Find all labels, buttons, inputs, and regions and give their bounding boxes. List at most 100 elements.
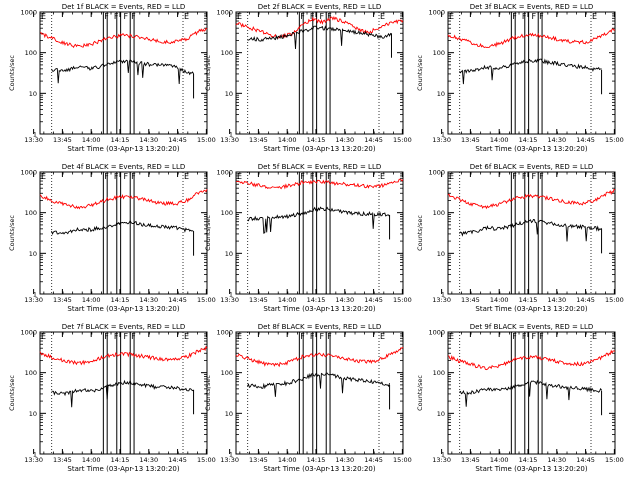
events-series-line — [459, 218, 602, 242]
y-tick-label: 1 — [441, 291, 445, 299]
x-tick-label: 14:30 — [547, 136, 566, 144]
y-tick-label: 100 — [433, 209, 445, 217]
event-marker-label: F — [532, 332, 537, 341]
x-tick-label: 14:00 — [490, 136, 509, 144]
y-tick-label: 100 — [25, 49, 37, 57]
events-series-line — [51, 379, 194, 408]
x-tick-label: 14:45 — [168, 456, 187, 464]
x-tick-label: 14:15 — [519, 456, 538, 464]
event-marker-label: F — [124, 12, 129, 21]
y-tick-label: 1000 — [216, 169, 233, 177]
plot-panel-8: Det 8f BLACK = Events, RED = LLD Counts/s… — [204, 323, 412, 473]
x-axis-label: Start Time (03-Apr-13 13:20:20) — [475, 465, 587, 473]
y-tick-label: 100 — [221, 49, 233, 57]
y-axis-label: Counts/sec — [8, 375, 16, 411]
event-marker-label: F — [327, 332, 332, 341]
x-tick-label: 14:30 — [139, 136, 158, 144]
y-tick-label: 1 — [441, 131, 445, 139]
y-tick-label: 10 — [29, 410, 37, 418]
y-tick-label: 1000 — [428, 329, 445, 337]
plot-frame — [39, 171, 208, 295]
x-tick-label: 13:45 — [53, 136, 72, 144]
y-tick-label: 10 — [437, 90, 445, 98]
x-tick-label: 15:00 — [197, 136, 216, 144]
y-axis-label: Counts/sec — [416, 215, 424, 251]
y-axis-label: Counts/sec — [8, 215, 16, 251]
x-axis-label: Start Time (03-Apr-13 13:20:20) — [67, 465, 179, 473]
plot-title: Det 2f BLACK = Events, RED = LLD — [258, 3, 381, 11]
y-tick-label: 100 — [25, 209, 37, 217]
plot-panel-5: Det 5f BLACK = Events, RED = LLD Counts/s… — [204, 163, 412, 313]
x-tick-label: 14:15 — [307, 296, 326, 304]
lld-series-line — [447, 349, 616, 371]
plot-panel-7: Det 7f BLACK = Events, RED = LLD Counts/s… — [8, 323, 216, 473]
event-marker-label: F — [300, 332, 305, 341]
events-series-line — [459, 379, 602, 407]
plot-panel-6: Det 6f BLACK = Events, RED = LLD Counts/s… — [416, 163, 624, 313]
y-tick-label: 10 — [225, 410, 233, 418]
event-marker-label: F — [327, 172, 332, 181]
y-tick-label: 100 — [221, 369, 233, 377]
x-tick-label: 15:00 — [393, 456, 412, 464]
event-marker-label: F — [104, 12, 109, 21]
x-tick-label: 13:45 — [53, 456, 72, 464]
x-tick-label: 14:30 — [139, 456, 158, 464]
lld-series-line — [235, 346, 404, 368]
y-tick-label: 10 — [225, 90, 233, 98]
plot-panel-2: Det 2f BLACK = Events, RED = LLD Counts/s… — [204, 3, 412, 153]
x-tick-label: 15:00 — [197, 456, 216, 464]
x-tick-label: 14:30 — [547, 456, 566, 464]
x-tick-label: 14:00 — [278, 136, 297, 144]
y-tick-label: 10 — [29, 250, 37, 258]
lld-series-line — [236, 178, 404, 190]
x-tick-label: 15:00 — [197, 296, 216, 304]
x-tick-label: 14:15 — [111, 136, 130, 144]
event-marker-label: E — [237, 332, 242, 341]
x-tick-label: 15:00 — [393, 136, 412, 144]
event-marker-label: F — [522, 172, 527, 181]
event-marker-label: F — [532, 172, 537, 181]
event-marker-label: F — [131, 172, 136, 181]
event-marker-label: F — [114, 12, 119, 21]
x-tick-label: 14:15 — [111, 456, 130, 464]
lld-series-line — [447, 28, 616, 49]
x-tick-label: 13:45 — [249, 136, 268, 144]
x-tick-label: 14:00 — [82, 296, 101, 304]
y-axis-label: Counts/sec — [204, 215, 212, 251]
y-tick-label: 1000 — [20, 329, 37, 337]
x-tick-label: 14:45 — [168, 136, 187, 144]
plot-frame — [447, 331, 616, 455]
lld-series-line — [447, 188, 616, 210]
event-marker-label: E — [449, 332, 454, 341]
y-tick-label: 100 — [221, 209, 233, 217]
plot-title: Det 5f BLACK = Events, RED = LLD — [258, 163, 381, 171]
x-axis-label: Start Time (03-Apr-13 13:20:20) — [67, 305, 179, 313]
y-tick-label: 10 — [437, 410, 445, 418]
y-axis-label: Counts/sec — [204, 375, 212, 411]
event-marker-label: F — [114, 172, 119, 181]
event-marker-label: F — [124, 332, 129, 341]
events-series-line — [247, 372, 391, 397]
x-tick-label: 13:45 — [461, 296, 480, 304]
x-tick-label: 14:15 — [307, 456, 326, 464]
event-marker-label: F — [539, 332, 544, 341]
y-tick-label: 1000 — [428, 169, 445, 177]
event-marker-label: E — [184, 172, 189, 181]
y-tick-label: 1 — [33, 131, 37, 139]
x-tick-label: 14:00 — [490, 296, 509, 304]
x-tick-label: 14:30 — [547, 296, 566, 304]
x-tick-label: 15:00 — [605, 456, 624, 464]
events-series-line — [459, 58, 602, 85]
event-marker-label: F — [124, 172, 129, 181]
x-tick-label: 14:45 — [364, 456, 383, 464]
plot-frame — [39, 11, 208, 135]
plot-title: Det 9f BLACK = Events, RED = LLD — [470, 323, 593, 331]
x-tick-label: 14:45 — [364, 296, 383, 304]
plot-panel-1: Det 1f BLACK = Events, RED = LLD Counts/s… — [8, 3, 216, 153]
y-tick-label: 1000 — [20, 169, 37, 177]
lld-series-line — [40, 27, 208, 49]
y-tick-label: 10 — [225, 250, 233, 258]
events-series-line — [247, 206, 390, 234]
x-axis-label: Start Time (03-Apr-13 13:20:20) — [263, 305, 375, 313]
event-marker-label: E — [592, 332, 597, 341]
